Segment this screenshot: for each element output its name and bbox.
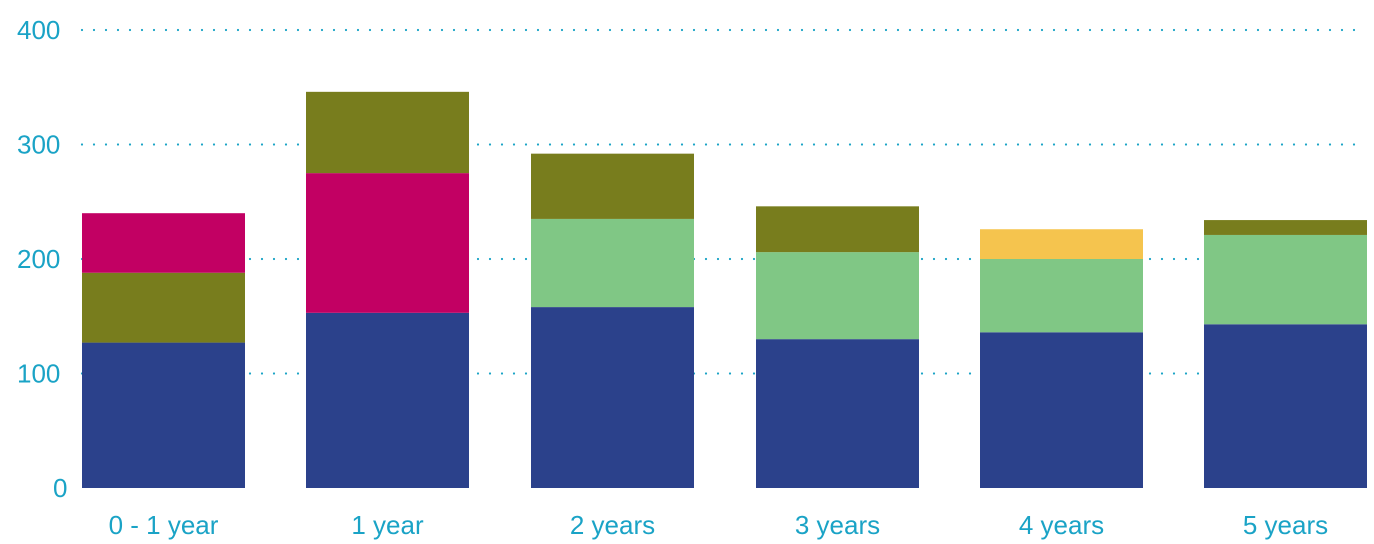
bar-segment — [756, 252, 919, 340]
bar-segment — [1204, 324, 1367, 488]
bar-segment — [1204, 234, 1367, 325]
bar-segment — [82, 342, 245, 488]
x-category-label: 2 years — [570, 510, 655, 540]
x-category-label: 3 years — [795, 510, 880, 540]
bar-segment — [306, 173, 469, 313]
bar-segment — [756, 339, 919, 488]
bar-segment — [82, 213, 245, 273]
y-tick-label: 0 — [53, 473, 67, 503]
bar-segment — [980, 259, 1143, 333]
y-axis-tick-labels: 0 100 200 300 400 — [17, 15, 67, 503]
bar-segment — [531, 218, 694, 308]
x-category-label: 0 - 1 year — [109, 510, 219, 540]
bar-segment — [980, 229, 1143, 259]
x-axis-category-labels: 0 - 1 year 1 year 2 years 3 years 4 years 5 y… — [109, 510, 1329, 540]
gridlines — [80, 28, 1362, 375]
y-tick-label: 400 — [17, 15, 60, 45]
x-category-label: 5 years — [1243, 510, 1328, 540]
bar-segment — [82, 272, 245, 343]
bar-segment — [756, 206, 919, 253]
bar-segment — [980, 332, 1143, 488]
x-category-label: 4 years — [1019, 510, 1104, 540]
bar-segment — [531, 153, 694, 219]
y-tick-label: 200 — [17, 244, 60, 274]
bar-segment — [306, 91, 469, 174]
bar-segment — [306, 312, 469, 488]
x-category-label: 1 year — [351, 510, 424, 540]
y-tick-label: 300 — [17, 130, 60, 160]
bars — [82, 91, 1367, 488]
y-tick-label: 100 — [17, 359, 60, 389]
bar-segment — [1204, 220, 1367, 235]
bar-segment — [531, 307, 694, 488]
